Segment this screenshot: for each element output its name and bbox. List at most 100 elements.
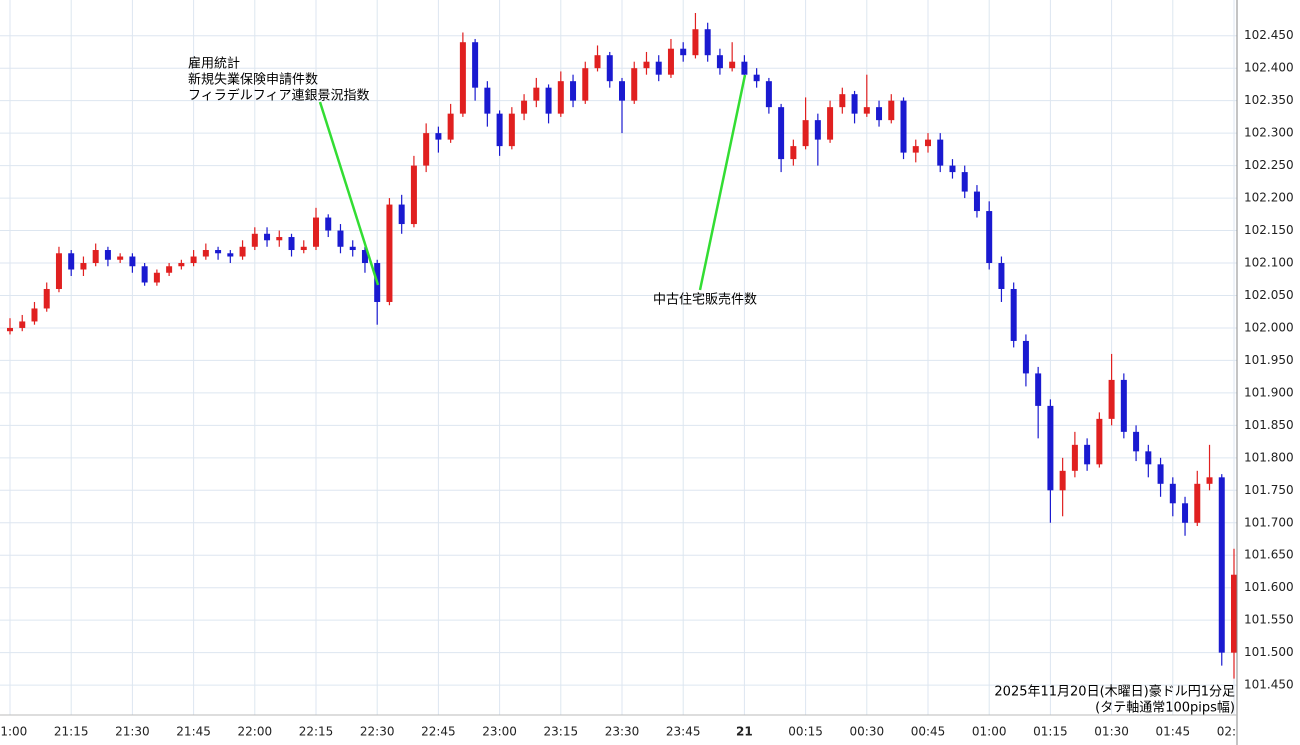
candle-body — [961, 172, 968, 192]
candle-body — [459, 42, 466, 114]
candle-body — [325, 217, 332, 231]
candle-body — [973, 191, 980, 212]
candle-body — [582, 68, 589, 101]
candle-body — [1145, 451, 1152, 465]
y-tick-label: 102.300 — [1244, 126, 1294, 140]
candle-body — [300, 246, 307, 251]
x-tick-label: 22:15 — [299, 725, 334, 739]
candle-body — [80, 263, 87, 270]
candle-body — [570, 81, 577, 101]
x-tick-label: 01:30 — [1094, 725, 1129, 739]
candle-body — [1084, 444, 1091, 465]
candle-body — [68, 253, 75, 270]
caption: 2025年11月20日(木曜日)豪ドル円1分足 — [994, 684, 1235, 700]
y-tick-label: 101.850 — [1244, 418, 1294, 432]
x-tick-label: 23:15 — [544, 725, 579, 739]
candle-body — [765, 81, 772, 108]
candle-body — [435, 133, 442, 140]
candle-body — [349, 246, 356, 251]
candle-body — [276, 237, 283, 241]
candle-body — [839, 94, 846, 108]
candle-body — [790, 146, 797, 160]
candle-body — [1133, 431, 1140, 452]
x-tick-label: 00:45 — [911, 725, 946, 739]
candle-body — [1120, 379, 1127, 432]
y-tick-label: 102.100 — [1244, 256, 1294, 270]
candle-body — [692, 29, 699, 56]
x-tick-label: 00:15 — [788, 725, 823, 739]
candle-body — [753, 74, 760, 82]
candle-body — [1108, 379, 1115, 419]
candle-body — [129, 256, 136, 267]
candle-body — [1169, 483, 1176, 504]
annotation: 中古住宅販売件数 — [653, 292, 757, 308]
candle-body — [900, 100, 907, 153]
y-tick-label: 102.250 — [1244, 158, 1294, 172]
candle-body — [912, 146, 919, 153]
candle-body — [888, 100, 895, 121]
candle-body — [1206, 477, 1213, 484]
y-tick-label: 101.900 — [1244, 385, 1294, 399]
y-tick-label: 102.050 — [1244, 288, 1294, 302]
x-tick-label: 21:45 — [176, 725, 211, 739]
candle-body — [361, 250, 368, 264]
y-tick-label: 102.150 — [1244, 223, 1294, 237]
candle-body — [1010, 288, 1017, 341]
candle-body — [814, 120, 821, 140]
x-tick-label: 21:30 — [115, 725, 150, 739]
candle-body — [643, 61, 650, 69]
candle-body — [31, 308, 38, 322]
x-tick-label: 02:00 — [1217, 725, 1252, 739]
candle-body — [55, 253, 62, 289]
candle-body — [741, 61, 748, 75]
candle-body — [533, 87, 540, 101]
candle-body — [606, 55, 613, 82]
candle-body — [7, 327, 13, 332]
candle-body — [704, 29, 711, 56]
annotation: フィラデルフィア連銀景況指数 — [188, 88, 369, 104]
candle-body — [117, 256, 124, 260]
candle-body — [508, 113, 515, 147]
y-tick-label: 102.000 — [1244, 320, 1294, 334]
candle-body — [619, 81, 625, 101]
candle-body — [178, 263, 185, 267]
candle-body — [239, 246, 246, 257]
x-tick-label: 23:45 — [666, 725, 701, 739]
candle-body — [557, 81, 564, 114]
candle-body — [1194, 483, 1201, 523]
candle-body — [729, 61, 736, 69]
y-tick-label: 101.800 — [1244, 450, 1294, 464]
candle-body — [1182, 503, 1189, 523]
candle-body — [802, 120, 809, 147]
candle-body — [594, 55, 601, 69]
x-tick-label: 01:45 — [1156, 725, 1191, 739]
candle-body — [949, 165, 956, 173]
y-tick-label: 101.600 — [1244, 580, 1294, 594]
x-tick-label: 22:00 — [238, 725, 273, 739]
candle-body — [863, 107, 870, 114]
x-tick-label: 21:15 — [54, 725, 89, 739]
candle-body — [153, 272, 160, 283]
y-tick-label: 101.750 — [1244, 483, 1294, 497]
candle-body — [716, 55, 723, 69]
candle-body — [166, 266, 173, 273]
x-tick-label: 22:45 — [421, 725, 456, 739]
candle-body — [1022, 340, 1029, 374]
candle-body — [472, 42, 479, 88]
candle-body — [227, 253, 234, 257]
candle-body — [1096, 418, 1103, 465]
candle-body — [925, 139, 931, 147]
annotation: 新規失業保険申請件数 — [188, 72, 318, 88]
y-tick-label: 101.500 — [1244, 645, 1294, 659]
x-tick-label: 21 — [736, 725, 753, 739]
candle-body — [215, 250, 222, 254]
candle-body — [337, 230, 344, 247]
candle-body — [423, 133, 430, 166]
candle-body — [398, 204, 405, 225]
candle-body — [937, 139, 944, 166]
y-tick-label: 101.950 — [1244, 353, 1294, 367]
candle-body — [496, 113, 503, 147]
candle-body — [141, 266, 148, 283]
candle-body — [631, 68, 638, 101]
